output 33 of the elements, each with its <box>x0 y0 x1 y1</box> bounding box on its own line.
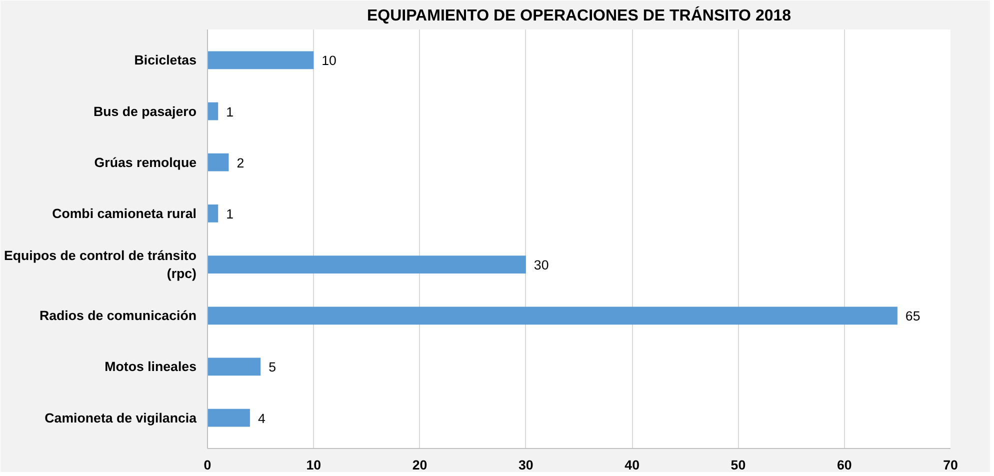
x-tick-label: 70 <box>943 458 958 472</box>
data-label: 1 <box>226 206 234 222</box>
bar <box>208 153 229 172</box>
data-label: 1 <box>226 104 234 120</box>
x-tick-label: 0 <box>204 458 212 472</box>
y-tick-label: Bicicletas <box>134 52 197 68</box>
y-tick-label: Combi camioneta rural <box>52 206 197 221</box>
bar <box>208 256 526 274</box>
y-tick-label: Grúas remolque <box>94 154 197 170</box>
bar <box>208 51 314 70</box>
data-label: 10 <box>322 53 336 68</box>
data-label: 30 <box>534 258 549 273</box>
bar <box>208 102 218 120</box>
y-tick-label: Radios de comunicación <box>39 308 197 324</box>
bar <box>208 358 261 376</box>
y-tick-label: Bus de pasajero <box>94 104 197 119</box>
x-tick-label: 30 <box>518 458 534 472</box>
x-tick-label: 50 <box>730 458 746 472</box>
data-label: 5 <box>268 360 276 375</box>
y-tick-label: Equipos de control de tránsito (rpc) <box>4 248 197 282</box>
bar <box>208 408 250 427</box>
chart-title: EQUIPAMIENTO DE OPERACIONES DE TRÁNSITO 2018 <box>366 6 792 24</box>
x-tick-label: 60 <box>836 458 852 472</box>
x-tick-label: 40 <box>624 458 640 472</box>
bar <box>208 204 218 222</box>
x-tick-label: 20 <box>412 458 428 472</box>
x-tick-label: 10 <box>306 458 322 472</box>
data-label: 4 <box>258 410 266 426</box>
bar <box>208 306 898 325</box>
y-tick-label: Camioneta de vigilancia <box>44 410 198 426</box>
data-label: 2 <box>236 155 244 170</box>
y-tick-label: Motos lineales <box>104 359 197 374</box>
data-label: 65 <box>905 308 920 324</box>
